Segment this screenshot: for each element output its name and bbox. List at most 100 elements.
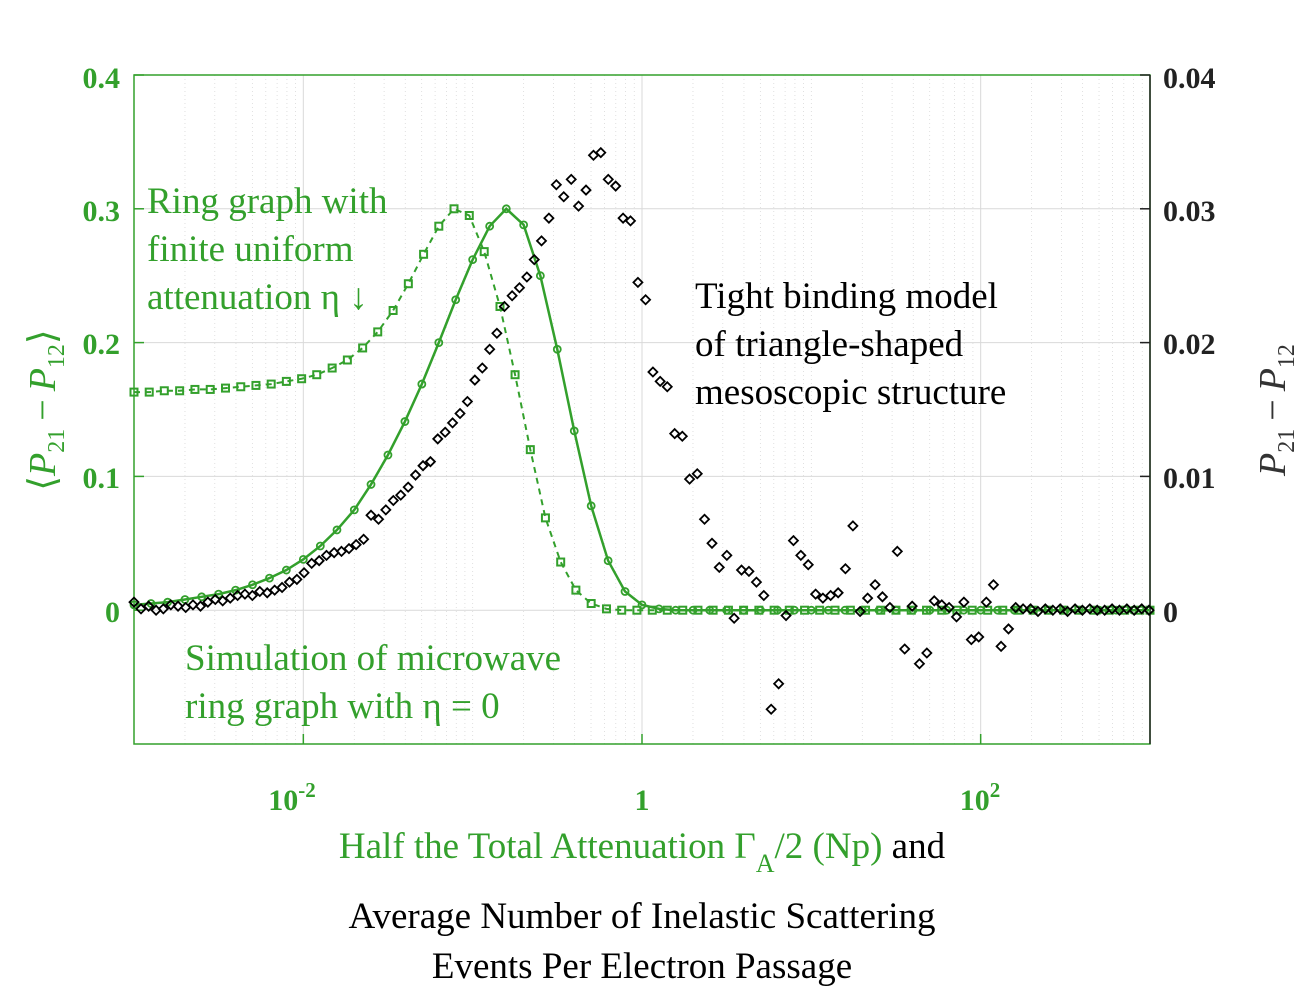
- data-point-tight-binding: [276, 581, 288, 594]
- x-axis-label-line3: Events Per Electron Passage: [432, 946, 852, 987]
- x-tick-label: 102: [960, 778, 1001, 817]
- right-tick-label: 0: [1163, 596, 1178, 629]
- data-point-ring-graph-attenuated: [388, 305, 398, 315]
- data-point-simulation: [637, 600, 647, 610]
- data-point-tight-binding: [446, 417, 459, 429]
- data-point-ring-graph-attenuated: [495, 301, 505, 311]
- data-point-simulation: [840, 605, 850, 615]
- annotation-tight-binding-line1: Tight binding model: [695, 276, 998, 317]
- data-point-simulation: [535, 271, 545, 281]
- annotation-simulation-line1: Simulation of microwave: [185, 638, 561, 679]
- data-point-tight-binding: [565, 173, 578, 186]
- data-point-simulation: [383, 450, 393, 460]
- data-point-ring-graph-attenuated: [342, 355, 352, 365]
- data-point-ring-graph-attenuated: [464, 210, 474, 220]
- data-point-tight-binding: [172, 600, 184, 612]
- data-point-simulation: [332, 525, 342, 535]
- data-point-tight-binding: [602, 173, 615, 186]
- annotation-tight-binding-line2: of triangle-shaped: [695, 324, 964, 365]
- data-point-simulation: [705, 605, 715, 615]
- data-point-tight-binding: [253, 585, 266, 598]
- data-point-ring-graph-attenuated: [510, 370, 520, 380]
- data-point-tight-binding: [691, 467, 704, 480]
- annotation-simulation-line2: ring graph with η = 0: [185, 686, 500, 727]
- data-point-tight-binding: [972, 631, 985, 643]
- data-point-tight-binding: [617, 212, 629, 224]
- data-point-ring-graph-attenuated: [449, 204, 459, 214]
- data-point-tight-binding: [854, 605, 866, 618]
- data-point-ring-graph-attenuated: [556, 557, 566, 567]
- data-point-tight-binding: [239, 588, 251, 600]
- data-point-tight-binding: [320, 549, 333, 562]
- data-point-tight-binding: [676, 430, 689, 443]
- data-point-simulation: [366, 480, 376, 489]
- data-point-tight-binding: [906, 600, 918, 612]
- data-point-tight-binding: [713, 561, 726, 574]
- data-point-tight-binding: [706, 537, 718, 550]
- data-point-simulation: [197, 592, 207, 602]
- data-point-tight-binding: [884, 601, 896, 614]
- annotation-ring-graph-line2: finite uniform: [147, 229, 354, 270]
- data-point-tight-binding: [461, 395, 474, 408]
- data-point-ring-graph-attenuated: [297, 374, 307, 384]
- data-point-tight-binding: [580, 184, 592, 196]
- data-point-tight-binding: [1017, 603, 1029, 615]
- data-point-tight-binding: [528, 253, 541, 266]
- data-point-tight-binding: [291, 573, 303, 586]
- data-point-tight-binding: [1009, 601, 1022, 614]
- data-point-tight-binding: [721, 549, 733, 562]
- data-point-tight-binding: [935, 599, 948, 611]
- data-point-ring-graph-attenuated: [403, 279, 413, 289]
- data-point-tight-binding: [654, 375, 666, 388]
- data-point-simulation: [620, 587, 630, 596]
- data-point-tight-binding: [869, 579, 881, 591]
- data-point-tight-binding: [758, 589, 770, 602]
- data-point-tight-binding: [743, 565, 755, 578]
- data-point-simulation: [976, 605, 986, 615]
- data-point-tight-binding: [572, 200, 585, 212]
- series-layer: [128, 146, 1155, 715]
- right-y-axis-label: P21−P12: [1252, 344, 1300, 477]
- series-line-simulation: [133, 207, 1150, 612]
- data-point-ring-graph-attenuated: [479, 247, 489, 257]
- data-point-ring-graph-attenuated: [617, 605, 627, 615]
- data-point-tight-binding: [1002, 623, 1015, 635]
- right-tick-label: 0.02: [1163, 328, 1216, 361]
- data-point-tight-binding: [847, 520, 859, 532]
- data-point-tight-binding: [209, 593, 222, 606]
- data-point-tight-binding: [987, 579, 1000, 591]
- x-axis-label-line1: Half the Total Attenuation ΓA/2 (Np) and: [339, 826, 946, 878]
- data-point-ring-graph-attenuated: [419, 249, 429, 259]
- data-point-tight-binding: [780, 609, 792, 622]
- data-point-tight-binding: [454, 407, 466, 420]
- data-point-tight-binding: [809, 588, 822, 600]
- data-point-tight-binding: [943, 601, 955, 614]
- data-point-tight-binding: [357, 533, 370, 546]
- data-point-ring-graph-attenuated: [327, 363, 337, 373]
- data-point-ring-graph-attenuated: [251, 380, 261, 390]
- data-point-tight-binding: [632, 276, 644, 289]
- data-point-tight-binding: [409, 469, 422, 481]
- data-point-ring-graph-attenuated: [220, 383, 230, 393]
- data-point-ring-graph-attenuated: [129, 387, 139, 397]
- data-point-simulation: [315, 541, 325, 551]
- data-point-simulation: [586, 501, 596, 511]
- data-point-simulation: [569, 426, 579, 436]
- data-point-tight-binding: [1054, 603, 1066, 615]
- data-point-simulation: [298, 554, 308, 564]
- data-point-tight-binding: [543, 212, 555, 224]
- data-point-tight-binding: [861, 592, 874, 604]
- data-point-simulation: [789, 605, 799, 615]
- data-point-tight-binding: [491, 327, 503, 340]
- annotation-tight-binding-line3: mesoscopic structure: [695, 372, 1006, 413]
- data-point-tight-binding: [424, 455, 437, 468]
- data-point-tight-binding: [921, 647, 933, 659]
- data-point-tight-binding: [483, 343, 496, 356]
- data-point-tight-binding: [439, 426, 451, 439]
- data-point-tight-binding: [772, 678, 785, 690]
- data-point-tight-binding: [128, 596, 140, 608]
- data-point-simulation: [248, 580, 257, 590]
- data-point-tight-binding: [876, 591, 889, 603]
